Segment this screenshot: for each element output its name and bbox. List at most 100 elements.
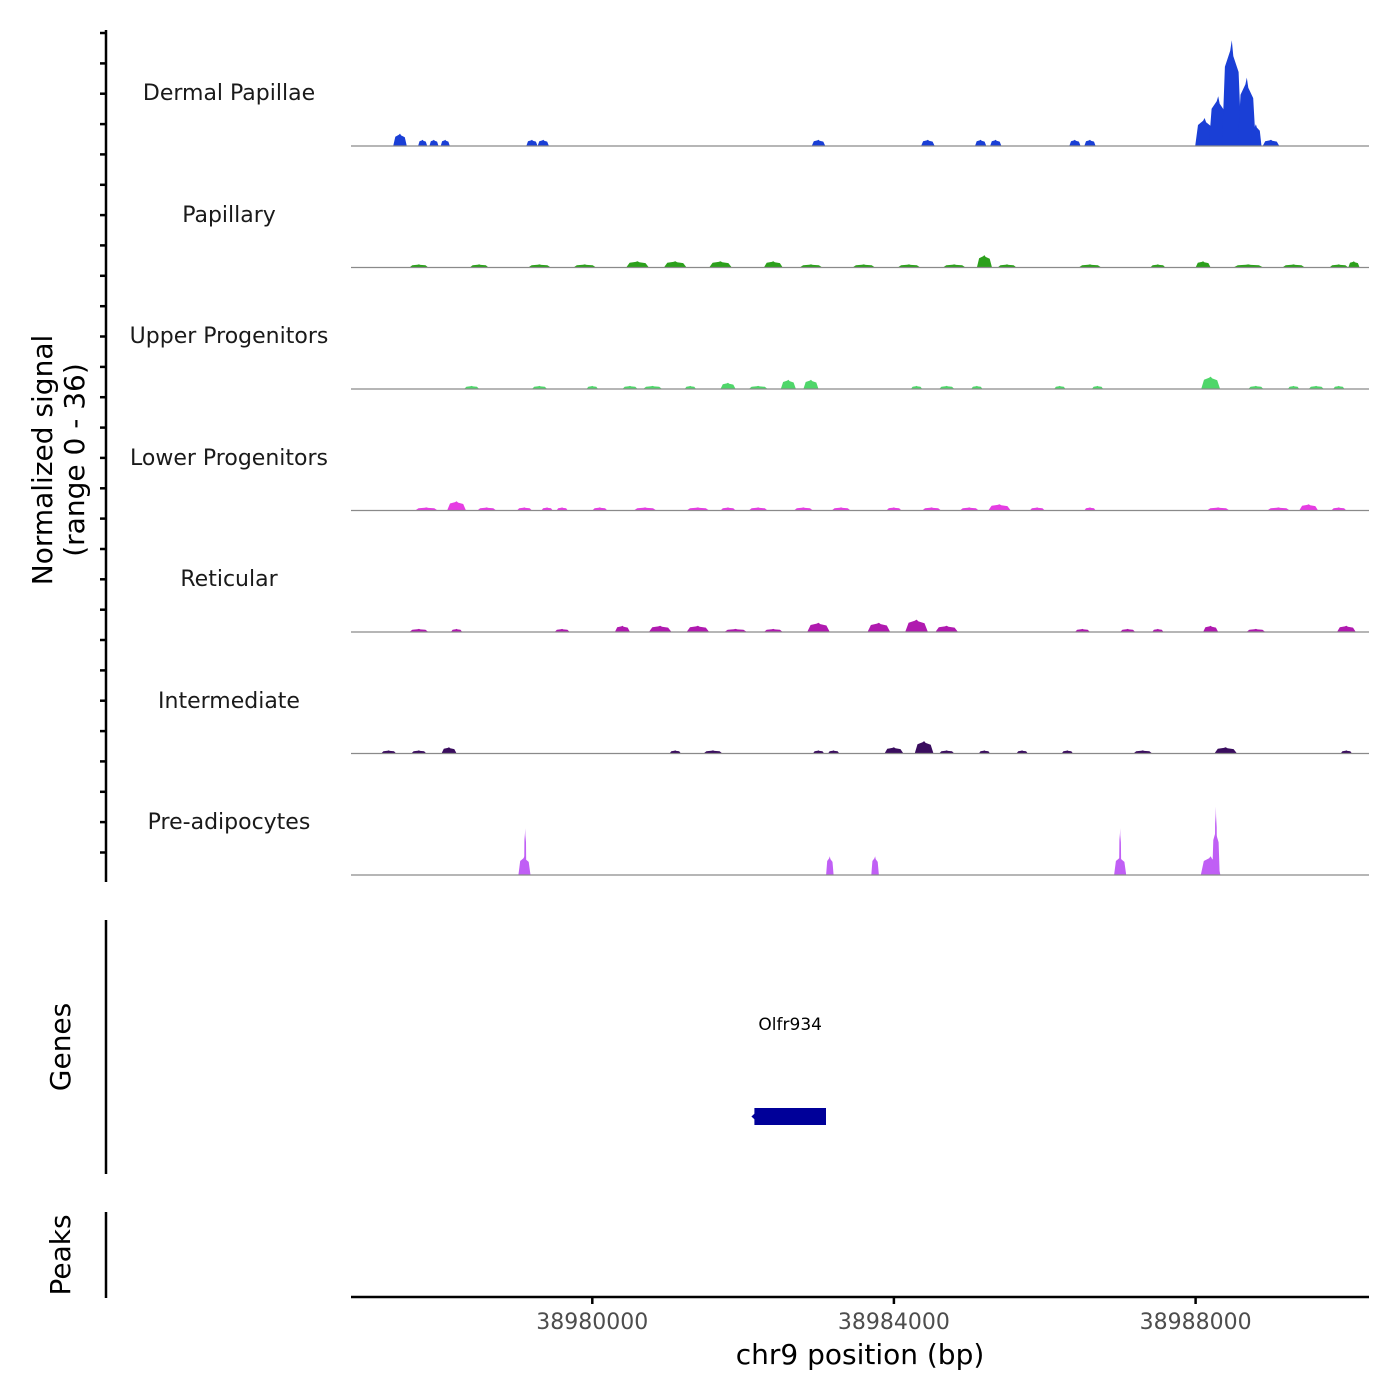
coverage-peak [1262,139,1280,146]
coverage-peak [1337,625,1356,632]
coverage-peak [831,507,851,511]
coverage-peak [922,507,942,511]
coverage-peak [669,750,681,754]
coverage-peak [1152,628,1164,632]
coverage-peak [811,139,826,146]
signal-axis-ticks [100,31,106,854]
track-papillary [351,255,1369,269]
track-label-upper-progenitors: Upper Progenitors [130,324,329,349]
coverage-peak [971,385,983,389]
track-label-pre-adipocytes: Pre-adipocytes [148,810,311,835]
genes-panel-label: Genes [44,1003,77,1091]
coverage-peak [763,628,783,632]
coverage-peak [828,750,840,754]
coverage-peak [440,139,450,146]
x-tick-label: 38980000 [536,1310,648,1335]
coverage-peak [942,264,966,268]
coverage-peak [643,385,663,389]
coverage-peak [1195,261,1211,268]
coverage-peak [975,139,987,146]
coverage-peak [703,750,723,754]
coverage-peak [1069,139,1081,146]
coverage-peak [1206,507,1230,511]
gene-strand-arrow [751,1111,758,1122]
coverage-peak [884,747,904,754]
coverage-peak [1061,750,1073,754]
coverage-peak [1250,124,1262,146]
coverage-peak [807,622,830,632]
coverage-peak [886,507,902,511]
coverage-peak [1348,261,1360,268]
coverage-peak [780,379,796,389]
coverage-peak [450,628,463,632]
coverage-peak [686,625,710,632]
track-label-papillary: Papillary [182,203,276,228]
coverage-peak [537,139,549,146]
coverage-peak [586,385,598,389]
coverage-peak [997,264,1017,268]
coverage-peak [988,504,1011,511]
coverage-peak [1282,264,1305,268]
coverage-peak [441,747,457,754]
coverage-peak [684,385,696,389]
coverage-peak [648,625,672,632]
coverage-peak [990,139,1002,146]
coverage-peak [897,264,921,268]
coverage-peak [1091,385,1104,389]
coverage-peak [1203,625,1219,632]
coverage-peak [1331,507,1347,511]
coverage-peak [910,385,923,389]
track-intermediate [351,741,1369,755]
coverage-peak [748,507,768,511]
track-dermal-papillae [351,40,1369,147]
coverage-peak [1074,628,1090,632]
y-axis-title-line1: Normalized signal [26,335,59,586]
coverage-peak [447,501,466,511]
x-tick-label: 38984000 [838,1310,950,1335]
coverage-peak [573,264,597,268]
coverage-peak [532,385,548,389]
coverage-peak [1308,385,1324,389]
coverage-peak [709,261,732,268]
coverage-peak [724,628,747,632]
track-label-intermediate: Intermediate [158,689,300,714]
coverage-peak [939,750,955,754]
coverage-peak [516,507,532,511]
genes-track: Olfr934 [751,1015,826,1125]
coverage-peak [852,264,876,268]
coverage-peak [1233,264,1264,268]
track-label-lower-progenitors: Lower Progenitors [130,446,328,471]
coverage-peak [1267,507,1290,511]
track-pre-adipocytes [351,806,1369,876]
coverage-peak [622,385,638,389]
coverage-peak [748,385,768,389]
coverage-peak [381,750,397,754]
track-label-reticular: Reticular [180,567,278,592]
coverage-peak [1078,264,1102,268]
coverage-peak [935,625,958,632]
coverage-peak [1201,376,1221,389]
coverage-tracks [351,40,1369,876]
coverage-peak [418,139,428,146]
coverage-peak [921,139,935,146]
coverage-peak [794,507,813,511]
coverage-peak [871,856,879,875]
coverage-peak [1119,828,1122,875]
coverage-peak [526,139,538,146]
x-axis-title: chr9 position (bp) [736,1338,985,1371]
coverage-peak [411,750,427,754]
coverage-peak [1299,504,1319,511]
y-axis-title-line2: (range 0 - 36) [58,363,91,557]
coverage-peak [720,382,736,389]
coverage-peak [803,379,819,389]
coverage-peak [614,625,630,632]
coverage-peak [1054,385,1066,389]
coverage-peak [1222,40,1242,147]
coverage-peak [415,507,438,511]
coverage-peak [812,750,825,754]
coverage-peak [524,828,527,875]
coverage-peak [409,264,429,268]
coverage-peak [1084,139,1096,146]
track-reticular [351,619,1369,633]
